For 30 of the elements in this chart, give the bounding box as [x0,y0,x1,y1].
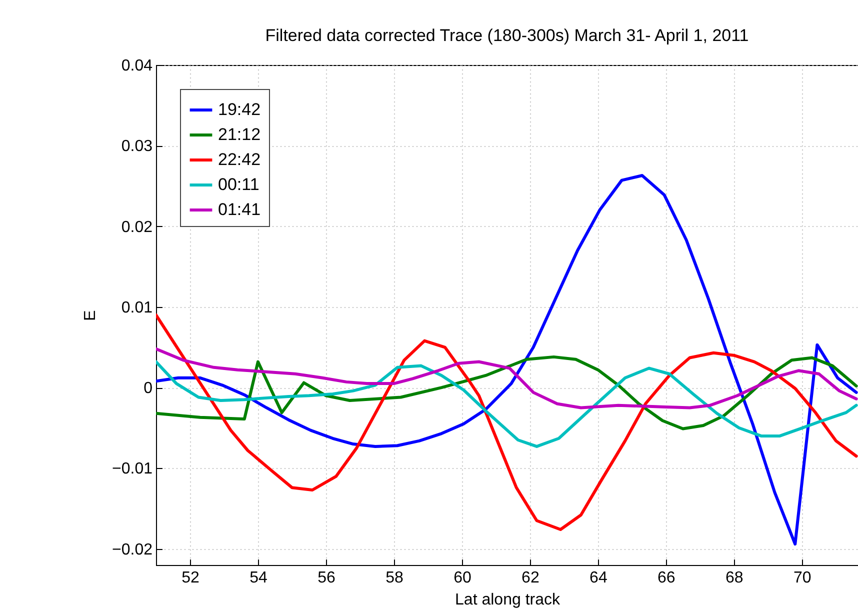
x-tick-label: 70 [794,570,812,586]
legend-label: 21:12 [218,125,261,144]
line-series [156,174,858,546]
x-tick-label: 62 [522,570,540,586]
legend-label: 22:42 [218,150,261,169]
y-tick-label: 0.03 [121,138,153,156]
y-tick-label: 0.01 [121,299,153,316]
x-tick-label: 68 [726,570,744,586]
x-tick-label: 66 [658,570,676,586]
legend-label: 00:11 [218,175,260,194]
y-tick-label: 0.04 [121,58,153,74]
line-series [156,360,858,448]
x-tick-label: 64 [590,570,608,586]
x-axis-title: Lat along track [455,592,561,608]
line-series [156,355,858,430]
y-tick-label: 0.02 [121,218,153,236]
legend-label: 19:42 [218,100,261,119]
line-series [156,314,858,532]
y-tick-label: −0.01 [112,460,153,478]
x-tick-label: 52 [182,570,200,586]
x-tick-label: 56 [318,570,336,586]
y-axis-title: E [82,310,100,321]
y-tick-label: −0.02 [112,541,153,558]
y-tick-label: 0 [144,380,153,398]
x-tick-label: 58 [386,570,404,586]
x-tick-label: 60 [454,570,472,586]
line-series [156,347,858,410]
chart-title: Filtered data corrected Trace (180-300s) March 31- April 1, 2011 [265,26,749,45]
x-tick-label: 54 [250,570,268,586]
legend-label: 01:41 [218,200,261,219]
